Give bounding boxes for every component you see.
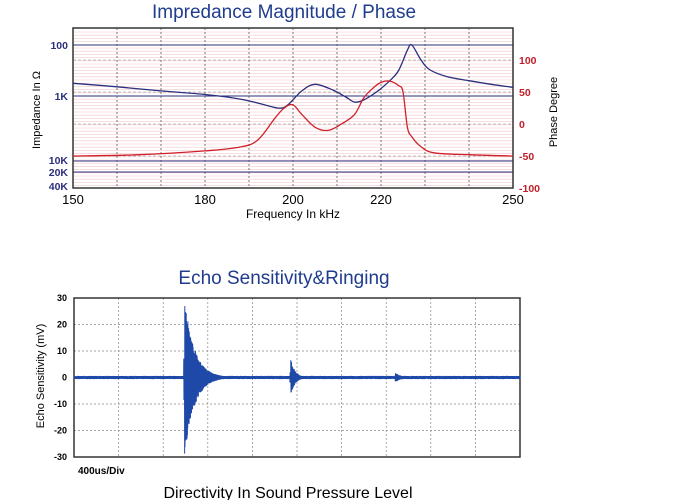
x-tick: 250 — [502, 192, 524, 207]
chart1-title: Impredance Magnitude / Phase — [152, 2, 416, 23]
right-tick: 50 — [519, 87, 531, 99]
right-tick: -100 — [519, 183, 540, 195]
chart2-grid — [74, 297, 520, 458]
left-tick-10k: 10K — [49, 155, 69, 167]
chart1-grid — [73, 28, 513, 189]
right-tick: 0 — [519, 119, 525, 131]
chart2-y-ticks: 30 20 10 0 -10 -20 -30 — [54, 293, 67, 462]
x-tick: 180 — [194, 192, 216, 207]
y-tick: 0 — [62, 373, 67, 383]
x-tick: 150 — [62, 192, 84, 207]
chart1-frame — [72, 27, 514, 189]
chart1-series — [72, 43, 514, 157]
impedance-curve — [72, 43, 514, 109]
chart1-right-ticks: 100 50 0 -50 -100 — [519, 55, 540, 195]
echo-sensitivity-chart: Echo Sensitivity&Ringing 30 20 10 0 -10 -20 -3… — [35, 268, 521, 477]
y-tick: -10 — [54, 399, 67, 409]
y-tick: 20 — [57, 320, 67, 330]
chart2-series — [73, 306, 521, 454]
left-tick-1k: 1K — [55, 91, 69, 103]
y-tick: -20 — [54, 426, 67, 436]
chart2-title: Echo Sensitivity&Ringing — [178, 268, 389, 289]
chart2-annotation: 400us/Div — [78, 466, 125, 477]
y-tick: -30 — [54, 452, 67, 462]
chart2-ylabel: Echo Sensitivity (mV) — [35, 324, 47, 429]
chart1-x-ticks: 150 180 200 220 250 — [62, 192, 524, 207]
x-tick: 220 — [370, 192, 392, 207]
y-tick: 30 — [57, 293, 67, 303]
echo-waveform — [73, 306, 521, 454]
chart1-left-ylabel: Impedance In Ω — [31, 71, 43, 149]
y-tick: 10 — [57, 346, 67, 356]
left-tick-40k: 40K — [49, 181, 69, 193]
chart1-xlabel: Frequency In kHz — [246, 207, 340, 221]
phase-curve — [72, 80, 514, 157]
next-section-title: Directivity In Sound Pressure Level — [164, 485, 413, 500]
chart1-left-ticks: 100 1K 10K 20K 40K — [49, 40, 69, 193]
impedance-phase-chart: Impredance Magnitude / Phase 100 1K 10K … — [31, 2, 560, 221]
x-tick: 200 — [282, 192, 304, 207]
left-tick-100: 100 — [50, 40, 68, 52]
right-tick: -50 — [519, 151, 534, 163]
left-tick-20k: 20K — [49, 167, 69, 179]
right-tick: 100 — [519, 55, 537, 67]
chart1-right-ylabel: Phase Degree — [548, 77, 560, 147]
